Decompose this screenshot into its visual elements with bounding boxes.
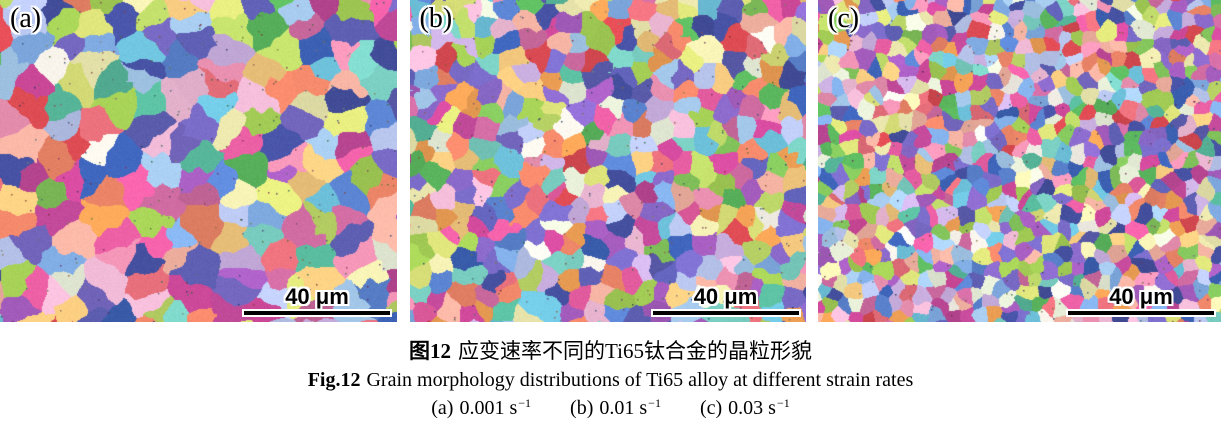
subcaption-a-value: 0.001 s — [459, 397, 518, 419]
panel-label-a: (a) — [10, 3, 42, 34]
ebsd-grain-map-c — [818, 0, 1221, 322]
scale-bar-a: 40 μm — [244, 286, 390, 315]
subcaption-a-exponent: −1 — [518, 396, 532, 411]
panel-label-c: (c) — [828, 3, 860, 34]
subcaption-b-exponent: −1 — [648, 396, 661, 411]
subcaption-a: (a) 0.001 s−1 — [431, 396, 532, 419]
scale-bar-c: 40 μm — [1068, 286, 1214, 315]
caption-chinese: 图12 应变速率不同的Ti65钛合金的晶粒形貌 — [0, 338, 1221, 364]
subcaption-b-label: (b) — [570, 397, 594, 419]
scale-bar-line-c — [1068, 311, 1214, 315]
ebsd-grain-map-b — [409, 0, 806, 322]
subcaption-b-value: 0.01 s — [599, 397, 648, 419]
caption-en-text: Grain morphology distributions of Ti65 a… — [366, 369, 914, 391]
scale-bar-b: 40 μm — [652, 284, 799, 315]
caption-en-number: Fig.12 — [307, 369, 361, 391]
caption-english: Fig.12 Grain morphology distributions of … — [0, 367, 1221, 393]
subcaption-c: (c) 0.03 s−1 — [699, 396, 790, 419]
subcaption-c-exponent: −1 — [776, 396, 790, 411]
subcaption-a-label: (a) — [431, 397, 454, 419]
scale-bar-label-a: 40 μm — [285, 284, 349, 309]
micrograph-panel-a: (a) 40 μm — [0, 0, 397, 322]
subcaption-b: (b) 0.01 s−1 — [570, 396, 661, 419]
micrograph-panel-b: (b) 40 μm — [409, 0, 806, 322]
scale-bar-line-b — [652, 311, 799, 315]
micrograph-panel-c: (c) 40 μm — [818, 0, 1221, 322]
subcaption-c-label: (c) — [699, 397, 723, 419]
caption-subitems: (a) 0.001 s−1 (b) 0.01 s−1 (c) 0.03 s−1 — [0, 395, 1221, 424]
panel-label-b: (b) — [419, 3, 453, 34]
caption-zh-text: 应变速率不同的Ti65钛合金的晶粒形貌 — [458, 339, 812, 363]
ebsd-grain-map-a — [0, 0, 397, 322]
scale-bar-label-c: 40 μm — [1109, 284, 1173, 309]
micrograph-row: (a) 40 μm (b) 40 μm (c) 40 μm — [0, 0, 1221, 322]
scale-bar-line-a — [244, 311, 390, 315]
figure-caption: 图12 应变速率不同的Ti65钛合金的晶粒形貌 Fig.12 Grain morph… — [0, 322, 1221, 424]
scale-bar-label-b: 40 μm — [693, 284, 758, 309]
caption-zh-number: 图12 — [409, 339, 452, 363]
subcaption-c-value: 0.03 s — [728, 397, 776, 419]
